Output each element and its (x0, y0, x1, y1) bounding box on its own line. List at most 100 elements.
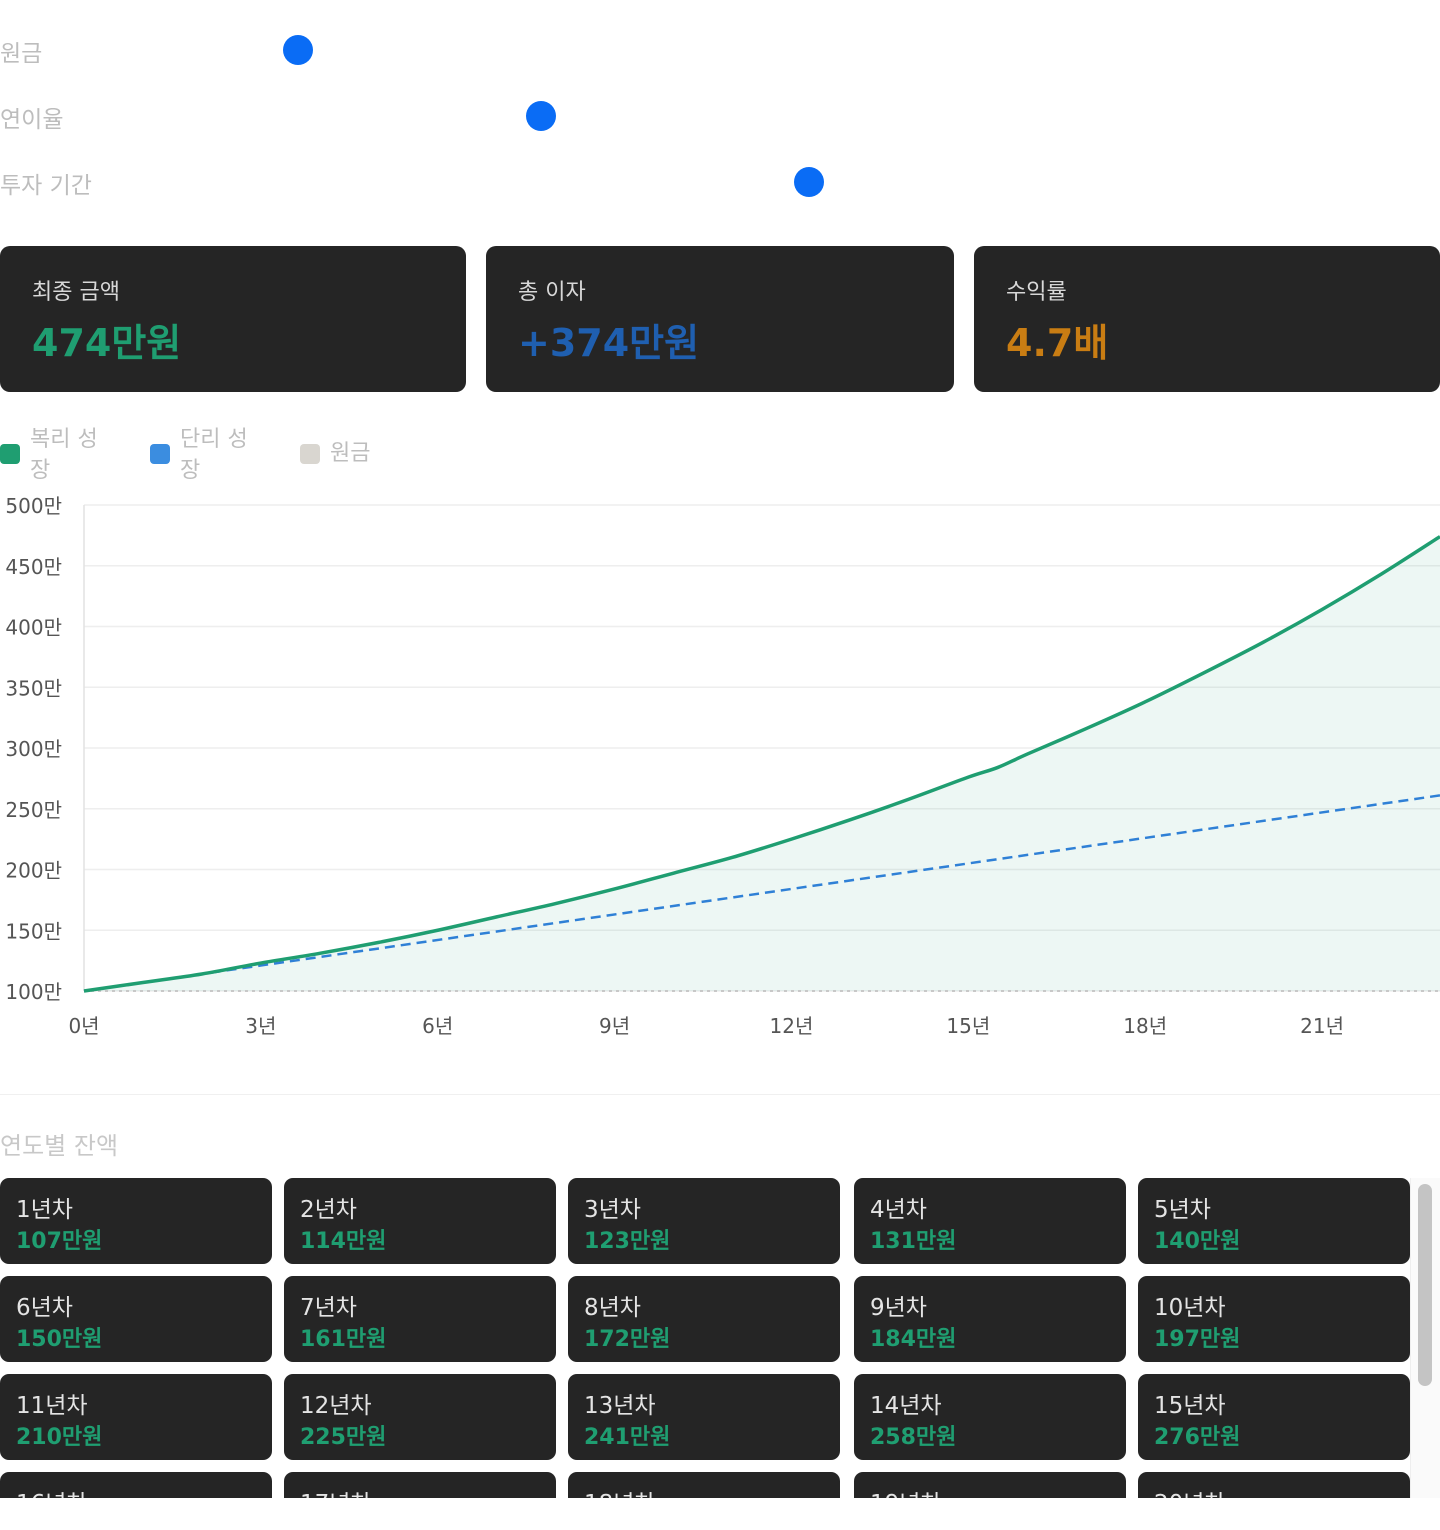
y-tick-label: 400만 (5, 616, 62, 640)
year-card-label: 2년차 (300, 1197, 357, 1223)
year-card-value: 210만원 (16, 1425, 103, 1450)
year-card-label: 20년차 (1154, 1484, 1226, 1498)
return-ratio-card: 수익률 4.7배 (974, 246, 1440, 392)
year-card-value: 225만원 (300, 1425, 387, 1450)
final-amount-card: 최종 금액 474만원 (0, 246, 466, 392)
year-card-label: 8년차 (584, 1295, 641, 1321)
x-tick-label: 3년 (245, 1014, 276, 1038)
year-card: 2년차 114만원 (284, 1178, 556, 1264)
x-tick-label: 21년 (1300, 1014, 1344, 1038)
year-card-value: 241만원 (584, 1425, 671, 1450)
year-card: 20년차 (1138, 1472, 1410, 1498)
section-divider (0, 1094, 1440, 1095)
year-card-value: 123만원 (584, 1229, 671, 1254)
y-tick-label: 350만 (5, 676, 62, 700)
year-card-label: 13년차 (584, 1393, 656, 1419)
year-card-value: 172만원 (584, 1327, 671, 1352)
legend-principal-swatch (300, 444, 320, 464)
simple-series-line (83, 794, 1440, 993)
x-tick-label: 18년 (1123, 1014, 1167, 1038)
x-tick-label: 12년 (770, 1014, 814, 1038)
principal-slider-row: 원금 (0, 34, 1440, 74)
y-tick-label: 150만 (5, 919, 62, 943)
year-card: 17년차 (284, 1472, 556, 1498)
x-tick-label: 9년 (599, 1014, 630, 1038)
year-card-label: 1년차 (16, 1197, 73, 1223)
legend-simple-swatch (150, 444, 170, 464)
year-card: 6년차 150만원 (0, 1276, 272, 1362)
y-tick-label: 200만 (5, 859, 62, 883)
year-card: 7년차 161만원 (284, 1276, 556, 1362)
x-tick-label: 15년 (946, 1014, 990, 1038)
year-card: 15년차 276만원 (1138, 1374, 1410, 1460)
year-card: 19년차 (854, 1472, 1126, 1498)
legend-compound-label: 복리 성장 (30, 427, 98, 483)
year-card: 3년차 123만원 (568, 1178, 840, 1264)
return-ratio-value: 4.7배 (1006, 321, 1109, 365)
period-slider-handle[interactable] (794, 167, 825, 197)
year-card-label: 4년차 (870, 1197, 927, 1223)
year-card: 18년차 (568, 1472, 840, 1498)
year-card-label: 7년차 (300, 1295, 357, 1321)
year-card-label: 19년차 (870, 1484, 942, 1498)
year-card: 14년차 258만원 (854, 1374, 1126, 1460)
year-card-label: 6년차 (16, 1295, 73, 1321)
year-card-label: 17년차 (300, 1484, 372, 1498)
year-card-value: 184만원 (870, 1327, 957, 1352)
year-card-label: 3년차 (584, 1197, 641, 1223)
y-tick-label: 250만 (5, 798, 62, 822)
y-tick-label: 500만 (5, 494, 62, 518)
y-tick-label: 450만 (5, 555, 62, 579)
x-tick-label: 6년 (422, 1014, 453, 1038)
year-card: 9년차 184만원 (854, 1276, 1126, 1362)
year-card-label: 16년차 (16, 1484, 88, 1498)
year-card-value: 197만원 (1154, 1327, 1241, 1352)
rate-slider-row: 연이율 (0, 100, 1440, 140)
principal-label: 원금 (0, 41, 43, 67)
year-card-label: 5년차 (1154, 1197, 1211, 1223)
year-card: 16년차 (0, 1472, 272, 1498)
compound-series-line (83, 535, 1440, 993)
year-card-value: 258만원 (870, 1425, 957, 1450)
yearly-scrollbar-thumb[interactable] (1418, 1184, 1432, 1386)
year-card: 12년차 225만원 (284, 1374, 556, 1460)
year-card: 1년차 107만원 (0, 1178, 272, 1264)
period-slider-row: 투자 기간 (0, 166, 1440, 206)
rate-slider-handle[interactable] (526, 101, 557, 131)
legend-compound-swatch (0, 444, 20, 464)
final-amount-label: 최종 금액 (32, 280, 120, 305)
y-tick-label: 100만 (5, 980, 62, 1004)
year-card: 4년차 131만원 (854, 1178, 1126, 1264)
year-card: 8년차 172만원 (568, 1276, 840, 1362)
year-card-value: 131만원 (870, 1229, 957, 1254)
legend-principal-label: 원금 (330, 441, 371, 466)
year-card-value: 161만원 (300, 1327, 387, 1352)
year-card-label: 14년차 (870, 1393, 942, 1419)
period-label: 투자 기간 (0, 173, 92, 199)
year-card: 11년차 210만원 (0, 1374, 272, 1460)
yearly-balance-title: 연도별 잔액 (0, 1132, 119, 1160)
year-card-label: 11년차 (16, 1393, 88, 1419)
compound-area (84, 536, 1440, 991)
principal-slider-handle[interactable] (283, 35, 314, 65)
total-interest-value: +374만원 (518, 321, 700, 365)
year-card-value: 150만원 (16, 1327, 103, 1352)
x-tick-label: 0년 (68, 1014, 99, 1038)
return-ratio-label: 수익률 (1006, 280, 1067, 305)
year-card-label: 12년차 (300, 1393, 372, 1419)
chart-legend: 복리 성장 단리 성장 원금 (0, 424, 500, 484)
year-card-value: 140만원 (1154, 1229, 1241, 1254)
year-card-label: 15년차 (1154, 1393, 1226, 1419)
year-card: 13년차 241만원 (568, 1374, 840, 1460)
rate-label: 연이율 (0, 107, 64, 133)
year-card-label: 10년차 (1154, 1295, 1226, 1321)
yearly-balance-grid[interactable]: 1년차 107만원 2년차 114만원 3년차 123만원 4년차 131만원 5년차 140만원… (0, 1178, 1440, 1498)
year-card-label: 18년차 (584, 1484, 656, 1498)
legend-simple-label: 단리 성장 (180, 427, 248, 483)
growth-chart: 100만 150만 200만 250만 300만 350만 400만 450만 500만 0년 3년… (5, 494, 1440, 1038)
y-tick-label: 300만 (5, 737, 62, 761)
year-card-value: 107만원 (16, 1229, 103, 1254)
year-card-value: 276만원 (1154, 1425, 1241, 1450)
total-interest-label: 총 이자 (518, 280, 586, 305)
total-interest-card: 총 이자 +374만원 (486, 246, 954, 392)
